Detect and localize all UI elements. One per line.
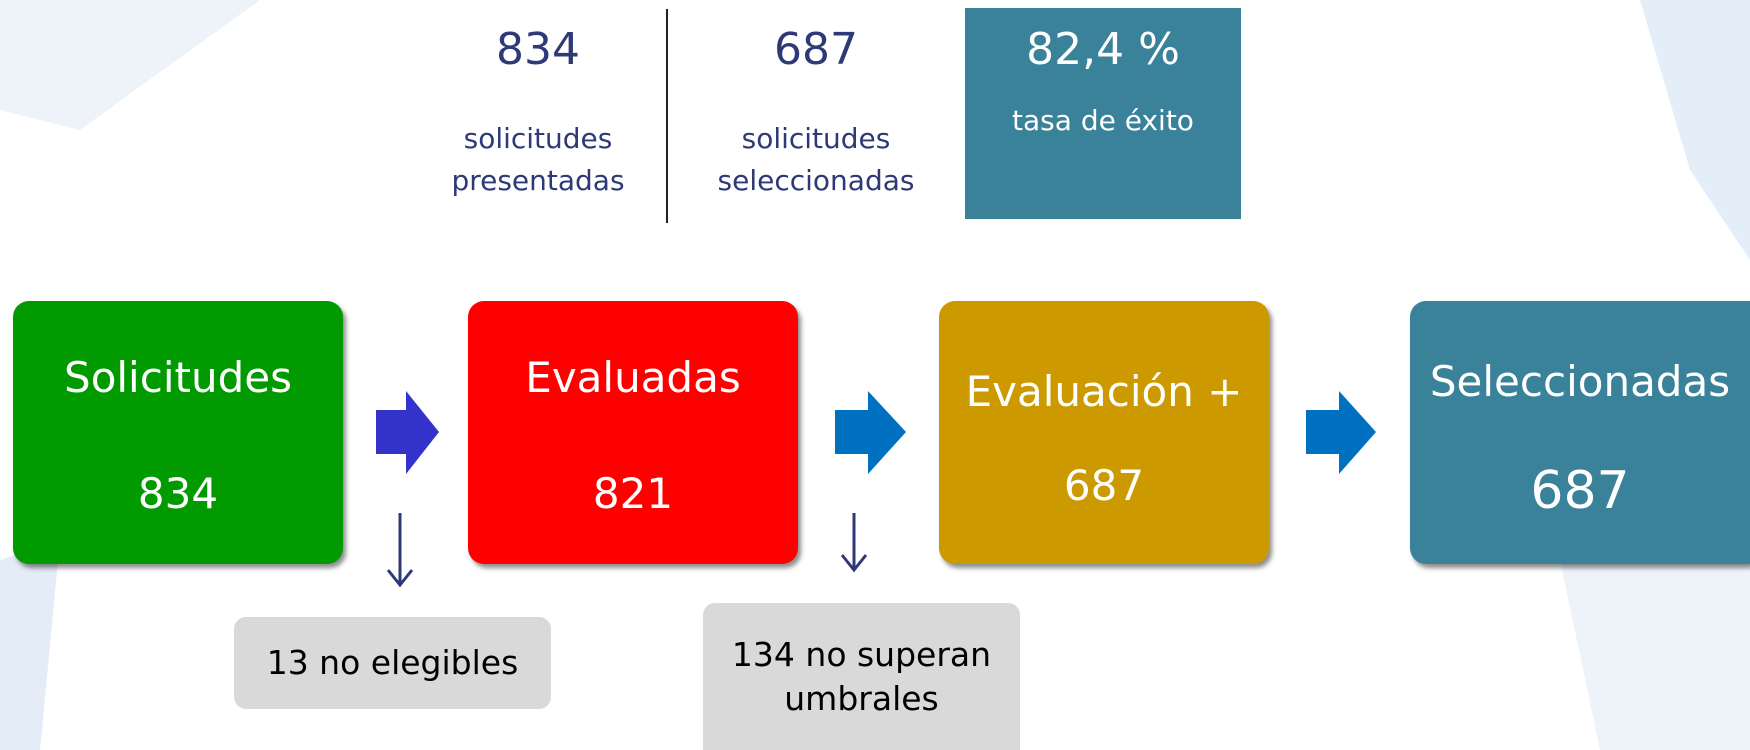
flow-arrow	[1306, 391, 1376, 474]
stage-box: Evaluación + 687	[939, 301, 1269, 564]
stat-label: seleccionadas	[717, 164, 915, 197]
stat: 687 solicitudes seleccionadas	[686, 20, 946, 202]
stage-value: 834	[137, 469, 219, 518]
exclusion-box: 134 no superan umbrales	[703, 603, 1020, 750]
stat-label: tasa de éxito	[1012, 104, 1194, 137]
stat: 834 solicitudes presentadas	[418, 20, 658, 202]
stage-box: Solicitudes 834	[13, 301, 343, 564]
stat-highlight: 82,4 % tasa de éxito	[965, 8, 1241, 219]
exclusion-text: 13 no elegibles	[266, 643, 519, 682]
stat-value: 687	[774, 24, 858, 75]
stage-value: 687	[1530, 461, 1630, 521]
stat-label: solicitudes	[463, 122, 613, 155]
stat-value: 82,4 %	[1026, 24, 1180, 75]
stage-name: Seleccionadas	[1429, 357, 1731, 406]
stage-box: Evaluadas 821	[468, 301, 798, 564]
stage-name: Evaluación +	[965, 367, 1243, 416]
stage-value: 821	[592, 469, 674, 518]
stat-label: presentadas	[451, 164, 625, 197]
down-arrow	[840, 513, 868, 573]
exclusion-text: umbrales	[784, 678, 939, 718]
stage-name: Evaluadas	[525, 353, 741, 402]
flow-arrow	[835, 391, 906, 474]
stat-value: 834	[496, 24, 580, 75]
flow-arrow	[376, 391, 439, 474]
down-arrow	[386, 513, 414, 588]
stage-name: Solicitudes	[64, 353, 292, 402]
stage-box: Seleccionadas 687	[1410, 301, 1750, 564]
divider	[666, 9, 668, 223]
stat-label: solicitudes	[741, 122, 891, 155]
exclusion-box: 13 no elegibles	[234, 617, 551, 709]
exclusion-text: 134 no superan	[731, 634, 992, 674]
stage-value: 687	[1063, 461, 1145, 510]
